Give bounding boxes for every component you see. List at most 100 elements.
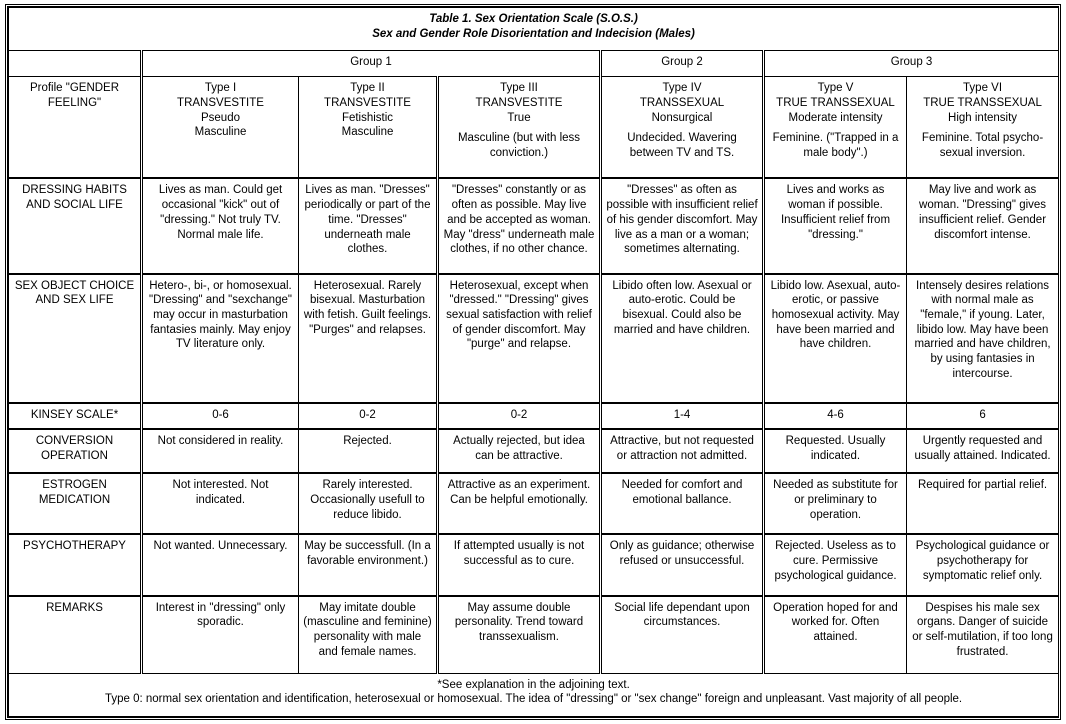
footnote-row: *See explanation in the adjoining text. … <box>7 672 1060 718</box>
cell-estrogen-medication-type-3: Attractive as an experiment. Can be help… <box>436 472 601 535</box>
footnote-line-1: *See explanation in the adjoining text. <box>437 678 630 691</box>
profile-label-line-1: Profile <box>29 82 63 95</box>
footnote-line-2: Type 0: normal sex orientation and ident… <box>104 693 963 706</box>
table-frame: Table 1. Sex Orientation Scale (S.O.S.) … <box>5 4 1061 720</box>
cell-conversion-operation-type-4: Attractive, but not requested or attract… <box>599 427 764 474</box>
type-label: Type IV <box>662 82 702 95</box>
cell-kinsey-scale-type-5: 4-6 <box>762 401 907 430</box>
cell-dressing-habits-type-5: Lives and works as woman if possible. In… <box>762 177 907 275</box>
cell-dressing-habits-type-4: "Dresses" as often as possible with insu… <box>599 177 764 275</box>
cell-kinsey-scale-type-2: 0-2 <box>298 401 438 430</box>
cell-remarks-type-4: Social life dependant upon circumstances… <box>599 594 764 674</box>
row-label-conversion-operation: CONVERSION OPERATION <box>8 427 142 474</box>
cell-psychotherapy-type-1: Not wanted. Unnecessary. <box>140 533 299 597</box>
row-label-estrogen-medication: ESTROGEN MEDICATION <box>8 472 142 535</box>
cell-dressing-habits-type-3: "Dresses" constantly or as often as poss… <box>436 177 601 275</box>
row-label-sex-object-choice: SEX OBJECT CHOICE AND SEX LIFE <box>8 272 142 404</box>
type-label: Type VI <box>963 82 1003 95</box>
profile-column-type-2: Type II TRANSVESTITE Fetishistic Masculi… <box>298 76 438 179</box>
cell-sex-object-choice-type-6: Intensely desires relations with normal … <box>905 272 1060 404</box>
cell-estrogen-medication-type-5: Needed as substitute for or preliminary … <box>762 472 907 535</box>
profile-column-type-3: Type III TRANSVESTITE True Masculine (bu… <box>436 76 601 179</box>
cell-estrogen-medication-type-2: Rarely interested. Occasionally usefull … <box>298 472 438 535</box>
cell-estrogen-medication-type-6: Required for partial relief. <box>905 472 1060 535</box>
gender-label: Masculine <box>341 126 394 139</box>
table-row: PSYCHOTHERAPY Not wanted. Unnecessary. M… <box>8 533 1060 597</box>
gender-label: Feminine. ("Trapped in a male body".) <box>772 132 899 160</box>
cell-psychotherapy-type-6: Psychological guidance or psychotherapy … <box>905 533 1060 597</box>
profile-label-line-2: "GENDER FEELING" <box>47 82 120 110</box>
qualifier-label: Moderate intensity <box>788 111 883 124</box>
category-label: TRANSVESTITE <box>177 97 264 110</box>
qualifier-label: True <box>507 111 531 124</box>
cell-conversion-operation-type-1: Not considered in reality. <box>140 427 299 474</box>
gender-label: Masculine (but with less conviction.) <box>457 132 581 160</box>
cell-psychotherapy-type-5: Rejected. Useless as to cure. Permissive… <box>762 533 907 597</box>
cell-sex-object-choice-type-2: Heterosexual. Rarely bisexual. Masturbat… <box>298 272 438 404</box>
table-row: SEX OBJECT CHOICE AND SEX LIFE Hetero-, … <box>8 272 1060 404</box>
cell-conversion-operation-type-5: Requested. Usually indicated. <box>762 427 907 474</box>
type-label: Type II <box>350 82 385 95</box>
sex-orientation-scale-table: Table 1. Sex Orientation Scale (S.O.S.) … <box>7 6 1060 718</box>
table-title: Table 1. Sex Orientation Scale (S.O.S.) … <box>7 6 1060 52</box>
table-row: KINSEY SCALE* 0-6 0-2 0-2 1-4 4-6 6 <box>8 401 1060 430</box>
profile-column-type-1: Type I TRANSVESTITE Pseudo Masculine <box>140 76 299 179</box>
qualifier-label: High intensity <box>948 111 1018 124</box>
cell-dressing-habits-type-2: Lives as man. "Dresses" periodically or … <box>298 177 438 275</box>
cell-remarks-type-5: Operation hoped for and worked for. Ofte… <box>762 594 907 674</box>
group-header-group-2: Group 2 <box>599 50 764 78</box>
category-label: TRANSVESTITE <box>324 97 411 110</box>
cell-estrogen-medication-type-1: Not interested. Not indicated. <box>140 472 299 535</box>
profile-row-label: Profile "GENDER FEELING" <box>8 76 142 179</box>
category-label: TRUE TRANSSEXUAL <box>776 97 895 110</box>
cell-remarks-type-6: Despises his male sex organs. Danger of … <box>905 594 1060 674</box>
cell-remarks-type-1: Interest in "dressing" only sporadic. <box>140 594 299 674</box>
row-label-dressing-habits: DRESSING HABITS AND SOCIAL LIFE <box>8 177 142 275</box>
category-label: TRUE TRANSSEXUAL <box>923 97 1042 110</box>
gender-label: Feminine. Total psycho-sexual inversion. <box>921 132 1044 160</box>
type-label: Type III <box>500 82 538 95</box>
cell-kinsey-scale-type-4: 1-4 <box>599 401 764 430</box>
table-title-row: Table 1. Sex Orientation Scale (S.O.S.) … <box>7 6 1060 52</box>
group-header-row: Group 1 Group 2 Group 3 <box>8 50 1060 78</box>
type-label: Type I <box>204 82 237 95</box>
type-label: Type V <box>817 82 854 95</box>
cell-psychotherapy-type-4: Only as guidance; otherwise refused or u… <box>599 533 764 597</box>
qualifier-label: Pseudo <box>200 111 240 124</box>
group-header-group-3: Group 3 <box>761 50 1060 78</box>
category-label: TRANSVESTITE <box>475 97 563 110</box>
qualifier-label: Fetishistic <box>341 111 394 124</box>
table-title-line-1: Table 1. Sex Orientation Scale (S.O.S.) <box>429 13 638 25</box>
profile-column-type-4: Type IV TRANSSEXUAL Nonsurgical Undecide… <box>599 76 764 179</box>
cell-sex-object-choice-type-1: Hetero-, bi-, or homosexual. "Dressing" … <box>140 272 299 404</box>
cell-conversion-operation-type-3: Actually rejected, but idea can be attra… <box>436 427 601 474</box>
cell-remarks-type-2: May imitate double (masculine and femini… <box>298 594 438 674</box>
table-row: DRESSING HABITS AND SOCIAL LIFE Lives as… <box>8 177 1060 275</box>
row-label-kinsey-scale: KINSEY SCALE* <box>8 401 142 430</box>
cell-sex-object-choice-type-4: Libido often low. Asexual or auto-erotic… <box>599 272 764 404</box>
table-row: ESTROGEN MEDICATION Not interested. Not … <box>8 472 1060 535</box>
category-label: TRANSSEXUAL <box>639 97 725 110</box>
cell-dressing-habits-type-6: May live and work as woman. "Dressing" g… <box>905 177 1060 275</box>
cell-estrogen-medication-type-4: Needed for comfort and emotional ballanc… <box>599 472 764 535</box>
cell-sex-object-choice-type-3: Heterosexual, except when "dressed." "Dr… <box>436 272 601 404</box>
profile-header-row: Profile "GENDER FEELING" Type I TRANSVES… <box>8 76 1060 179</box>
table-footnote: *See explanation in the adjoining text. … <box>7 672 1060 718</box>
row-label-psychotherapy: PSYCHOTHERAPY <box>8 533 142 597</box>
qualifier-label: Nonsurgical <box>651 111 713 124</box>
cell-conversion-operation-type-2: Rejected. <box>298 427 438 474</box>
row-label-remarks: REMARKS <box>8 594 142 674</box>
profile-column-type-6: Type VI TRUE TRANSSEXUAL High intensity … <box>905 76 1060 179</box>
cell-psychotherapy-type-3: If attempted usually is not successful a… <box>436 533 601 597</box>
group-header-corner <box>8 50 142 78</box>
table-row: CONVERSION OPERATION Not considered in r… <box>8 427 1060 474</box>
gender-label: Undecided. Wavering between TV and TS. <box>627 132 737 160</box>
profile-column-type-5: Type V TRUE TRANSSEXUAL Moderate intensi… <box>762 76 907 179</box>
cell-kinsey-scale-type-3: 0-2 <box>436 401 601 430</box>
cell-remarks-type-3: May assume double personality. Trend tow… <box>436 594 601 674</box>
cell-kinsey-scale-type-6: 6 <box>905 401 1060 430</box>
cell-psychotherapy-type-2: May be successfull. (In a favorable envi… <box>298 533 438 597</box>
cell-conversion-operation-type-6: Urgently requested and usually attained.… <box>905 427 1060 474</box>
gender-label: Masculine <box>194 126 247 139</box>
